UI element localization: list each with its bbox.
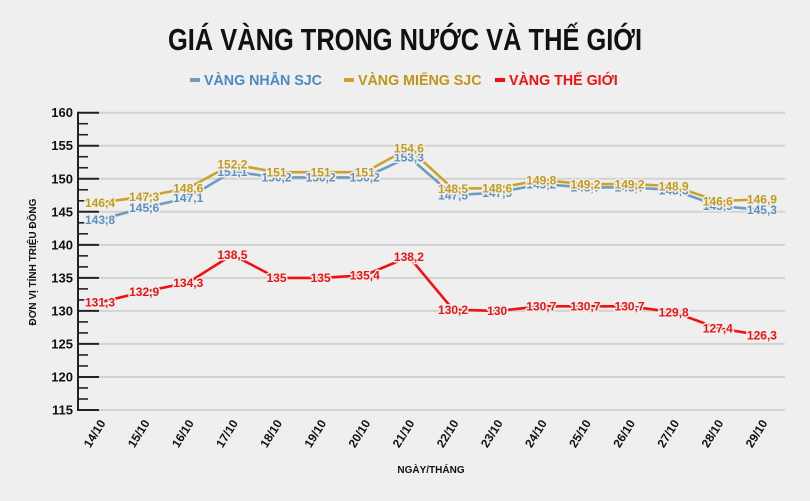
legend-swatch-icon: [344, 78, 354, 82]
x-tick-label: 29/10: [743, 417, 771, 450]
x-tick-label: 16/10: [169, 417, 197, 450]
chart-title: GIÁ VÀNG TRONG NƯỚC VÀ THẾ GIỚI: [167, 22, 643, 57]
legend-item-vang-nhan-sjc: VÀNG NHẪN SJC: [190, 71, 328, 89]
data-point-label: 148,6: [482, 181, 512, 195]
data-point-label: 129,8: [659, 306, 689, 320]
data-point-label: 147,9: [482, 186, 512, 200]
data-point-label: 150,2: [350, 171, 380, 185]
data-point-label: 135: [311, 271, 331, 285]
data-point-label: 148,5: [438, 182, 468, 196]
data-point-label: 130,7: [526, 300, 556, 314]
x-tick-label: 25/10: [566, 417, 594, 450]
data-point-label: 143,8: [85, 213, 115, 227]
x-tick-label: 28/10: [699, 417, 727, 450]
data-point-label: 135: [267, 271, 287, 285]
data-point-label: 148,7: [615, 181, 645, 195]
data-point-label: 149,2: [526, 177, 556, 191]
data-point-label: 135,4: [350, 269, 380, 283]
x-tick-label: 26/10: [610, 417, 638, 450]
series-lines: [99, 147, 763, 337]
legend-item-vang-the-gioi: VÀNG THẾ GIỚI: [495, 71, 623, 89]
data-point-label: 147,5: [438, 189, 468, 203]
x-tick-label: 17/10: [213, 417, 241, 450]
y-tick-label: 115: [52, 403, 73, 418]
y-axis: 115 120 125 130 135 140 145 150 155 160: [51, 105, 99, 418]
series-line-2: [99, 253, 763, 337]
x-tick-label: 23/10: [478, 417, 506, 450]
data-point-label: 127,4: [703, 321, 733, 335]
y-axis-title: ĐƠN VỊ TÍNH TRIỆU ĐỒNG: [26, 198, 39, 325]
data-point-label: 149,2: [570, 177, 600, 191]
x-axis: 14/10 15/10 16/10 17/10 18/10 19/10 20/10 21/10…: [81, 417, 771, 450]
gridlines: [99, 111, 785, 411]
data-point-label: 150,2: [306, 171, 336, 185]
x-tick-label: 21/10: [390, 417, 418, 450]
data-point-label: 147,3: [129, 190, 159, 204]
series-line-1: [99, 147, 763, 204]
data-point-label: 126,3: [747, 329, 777, 343]
x-axis-title: NGÀY/THÁNG: [397, 463, 464, 476]
y-tick-label: 150: [51, 171, 73, 186]
data-point-label: 148,6: [173, 181, 203, 195]
data-point-label: 151: [355, 165, 375, 179]
data-point-label: 149,2: [615, 177, 645, 191]
data-point-label: 138,2: [394, 250, 424, 264]
data-point-label: 148,3: [659, 183, 689, 197]
x-tick-label: 18/10: [257, 417, 285, 450]
y-tick-label: 160: [51, 105, 73, 120]
data-point-label: 151: [311, 165, 331, 179]
data-point-label: 154,6: [394, 142, 424, 156]
data-point-label: 151,1: [217, 165, 247, 179]
data-point-label: 149,8: [526, 173, 556, 187]
y-tick-label: 140: [51, 237, 73, 252]
data-point-label: 145,6: [129, 201, 159, 215]
data-point-label: 146,9: [747, 193, 777, 207]
data-point-label: 130: [487, 304, 507, 318]
x-tick-label: 14/10: [81, 417, 109, 450]
data-point-label: 148,7: [570, 181, 600, 195]
y-tick-label: 155: [51, 138, 73, 153]
x-tick-label: 20/10: [346, 417, 374, 450]
legend-swatch-icon: [495, 78, 505, 82]
legend-swatch-icon: [190, 78, 200, 82]
data-point-label: 148,9: [659, 179, 689, 193]
data-point-label: 134,3: [173, 276, 203, 290]
x-tick-label: 24/10: [522, 417, 550, 450]
x-tick-label: 19/10: [301, 417, 329, 450]
legend-label: VÀNG THẾ GIỚI: [509, 71, 618, 89]
data-point-label: 130,2: [438, 303, 468, 317]
y-tick-label: 145: [51, 204, 73, 219]
data-point-label: 146,4: [85, 196, 115, 210]
data-point-label: 132,9: [129, 285, 159, 299]
data-point-label: 130,7: [570, 300, 600, 314]
data-point-label: 151: [267, 165, 287, 179]
data-point-label: 145,3: [747, 203, 777, 217]
data-labels: 143,8 145,6 147,1 151,1 150,2 150,2 150,2 153,3…: [83, 140, 778, 344]
data-point-label: 130,7: [615, 300, 645, 314]
x-tick-label: 27/10: [654, 417, 682, 450]
y-tick-label: 125: [51, 336, 73, 351]
y-tick-label: 130: [51, 303, 73, 318]
data-point-label: 146,6: [703, 195, 733, 209]
x-tick-label: 15/10: [125, 417, 153, 450]
data-point-label: 150,2: [262, 171, 292, 185]
data-point-label: 131,3: [85, 296, 115, 310]
data-point-label: 153,3: [394, 150, 424, 164]
y-tick-label: 135: [51, 270, 73, 285]
y-tick-label: 120: [51, 369, 73, 384]
legend-label: VÀNG NHẪN SJC: [204, 71, 322, 89]
legend-label: VÀNG MIẾNG SJC: [358, 71, 482, 89]
legend-item-vang-mieng-sjc: VÀNG MIẾNG SJC: [344, 71, 488, 89]
x-tick-label: 22/10: [434, 417, 462, 450]
data-point-label: 138,5: [217, 248, 247, 262]
data-point-label: 145,9: [703, 199, 733, 213]
data-point-label: 152,2: [217, 158, 247, 172]
data-point-label: 147,1: [173, 191, 203, 205]
series-line-0: [99, 155, 763, 221]
